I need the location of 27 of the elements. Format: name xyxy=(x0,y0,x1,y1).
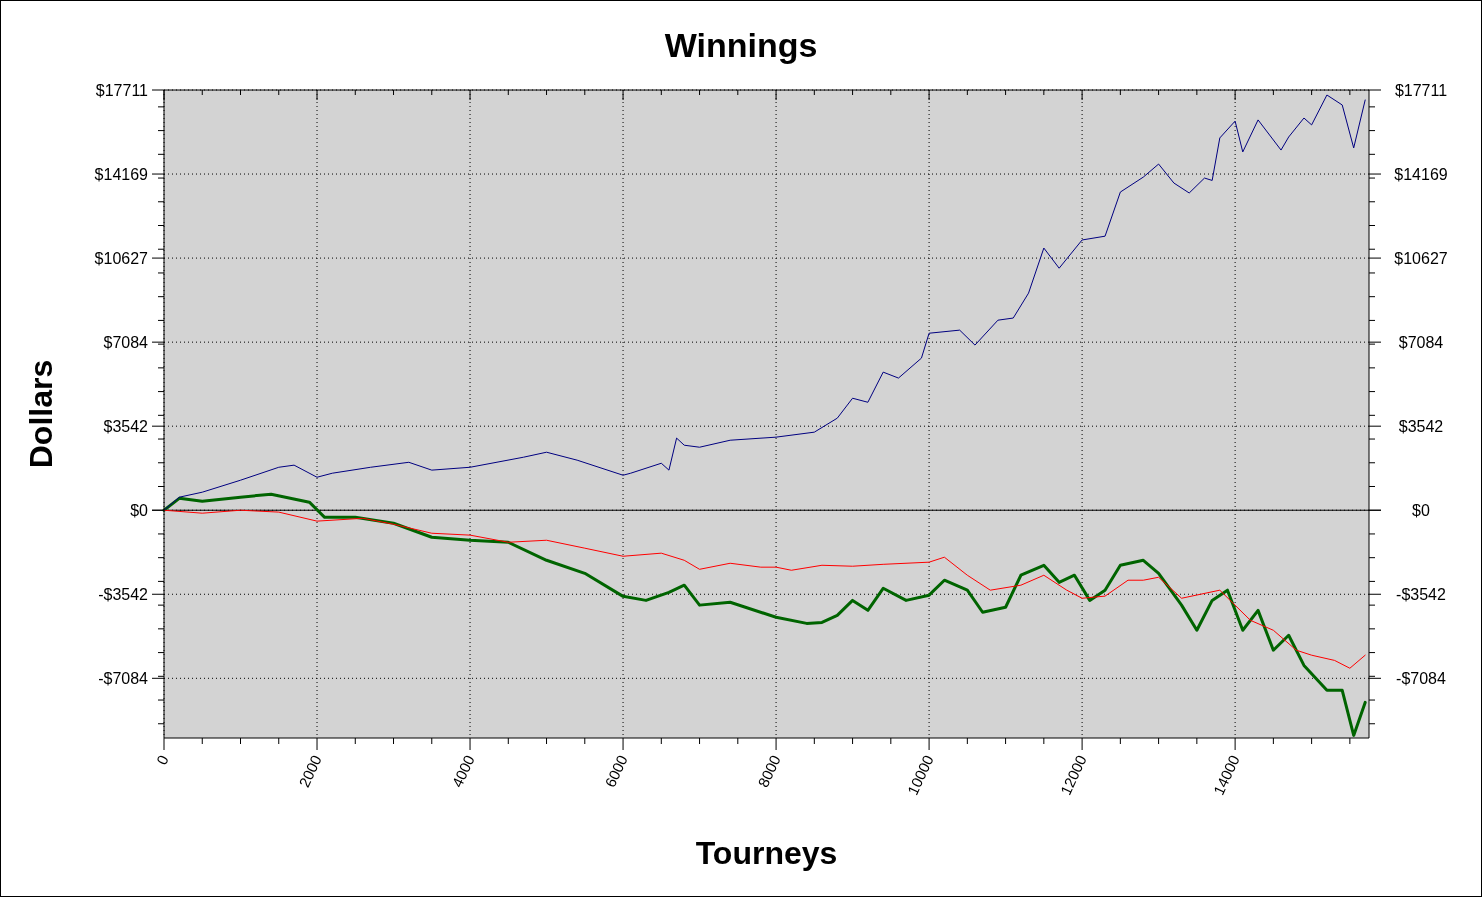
y2-tick-label: $0 xyxy=(1412,501,1430,519)
y-tick-label: -$3542 xyxy=(98,585,149,603)
x-tick-label: 12000 xyxy=(1056,752,1090,798)
y2-tick-label: $10627 xyxy=(1394,249,1448,267)
x-axis-title: Tourneys xyxy=(695,835,838,871)
x-tick-label: 0 xyxy=(152,752,172,768)
y-tick-label: $14169 xyxy=(94,165,149,183)
y2-tick-label: $3542 xyxy=(1398,417,1444,435)
y-tick-label: $0 xyxy=(130,501,149,519)
x-tick-label: 14000 xyxy=(1209,752,1243,798)
y2-tick-label: $17711 xyxy=(1394,81,1448,99)
y2-tick-label: $7084 xyxy=(1398,333,1444,351)
y-tick-label: $7084 xyxy=(103,333,149,351)
x-tick-label: 2000 xyxy=(295,752,325,790)
y-tick-label: $17711 xyxy=(95,81,149,99)
y-tick-label: -$7084 xyxy=(98,669,149,687)
x-tick-label: 6000 xyxy=(601,752,631,790)
y2-tick-label: -$7084 xyxy=(1396,669,1447,687)
x-tick-label: 4000 xyxy=(448,752,478,790)
x-tick-label: 8000 xyxy=(754,752,784,790)
chart-title: Winnings xyxy=(664,26,818,64)
y2-tick-label: $14169 xyxy=(1394,165,1448,183)
y-axis-title: Dollars xyxy=(23,359,59,469)
y2-tick-label: -$3542 xyxy=(1396,585,1447,603)
y-tick-label: $10627 xyxy=(94,249,149,267)
x-tick-label: 10000 xyxy=(903,752,937,798)
y-tick-label: $3542 xyxy=(103,417,149,435)
